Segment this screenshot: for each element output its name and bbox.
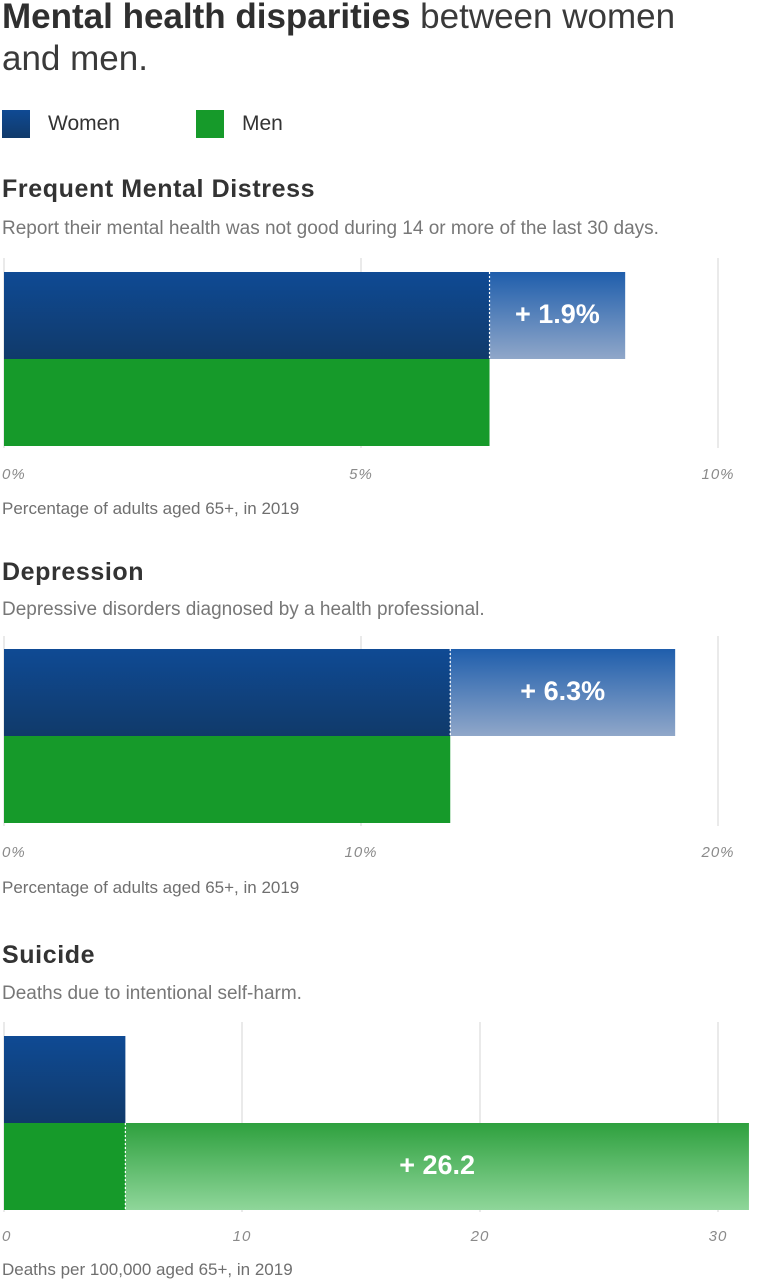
tick-label: 0 [2,1228,12,1245]
legend-label-women: Women [48,112,120,135]
axis-caption: Percentage of adults aged 65+, in 2019 [2,499,300,518]
chart-svg [3,1022,749,1212]
tick-label: 20 [470,1228,490,1245]
chart-svg [3,636,719,826]
tick-label: 30 [708,1228,728,1245]
bar-men-difference [125,1123,749,1210]
difference-label: + 6.3% [520,675,606,706]
bar-women [4,272,490,359]
tick-label: 10% [344,844,378,861]
tick-label: 20% [701,844,735,861]
chart-depression: + 6.3% 0% 10% 20% Percentage of adults aged … [0,636,766,906]
tick-label: 0% [2,844,26,861]
chart-subtitle-suicide: Deaths due to intentional self-harm. [2,983,302,1004]
bar-women [4,1036,126,1123]
difference-label: + 1.9% [514,298,600,329]
chart-title-depression: Depression [2,558,145,586]
legend-item-women: Women [2,110,120,138]
title-bold: Mental health disparities [2,0,411,36]
axis-caption: Percentage of adults aged 65+, in 2019 [2,878,300,897]
tick-label: 10% [701,466,735,483]
chart-svg [3,258,719,448]
title-rest: between women and men. [2,0,676,78]
bar-men [4,1123,126,1210]
tick-label: 0% [2,466,26,483]
chart-title-suicide: Suicide [2,941,96,969]
legend-swatch-women [2,110,30,138]
legend-swatch-men [196,110,224,138]
bar-women-difference [450,649,676,736]
bar-men [4,736,451,823]
tick-label: 5% [349,466,373,483]
bar-women [4,649,451,736]
chart-suicide: + 26.2 0 10 20 30 Deaths per 100,000 aged 65+… [0,1022,766,1284]
bar-men [4,359,490,446]
chart-distress: + 1.9% 0% 5% 10% Percentage of adults aged 6… [0,258,766,528]
chart-title-distress: Frequent Mental Distress [2,175,316,203]
page-title: Mental health disparities between women … [2,0,742,80]
legend-label-men: Men [242,112,283,135]
chart-subtitle-distress: Report their mental health was not good … [2,218,659,239]
legend-item-men: Men [196,110,283,138]
difference-label: + 26.2 [399,1149,476,1180]
tick-label: 10 [232,1228,252,1245]
chart-subtitle-depression: Depressive disorders diagnosed by a heal… [2,599,485,620]
axis-caption: Deaths per 100,000 aged 65+, in 2019 [2,1260,293,1279]
bar-women-difference [489,272,626,359]
